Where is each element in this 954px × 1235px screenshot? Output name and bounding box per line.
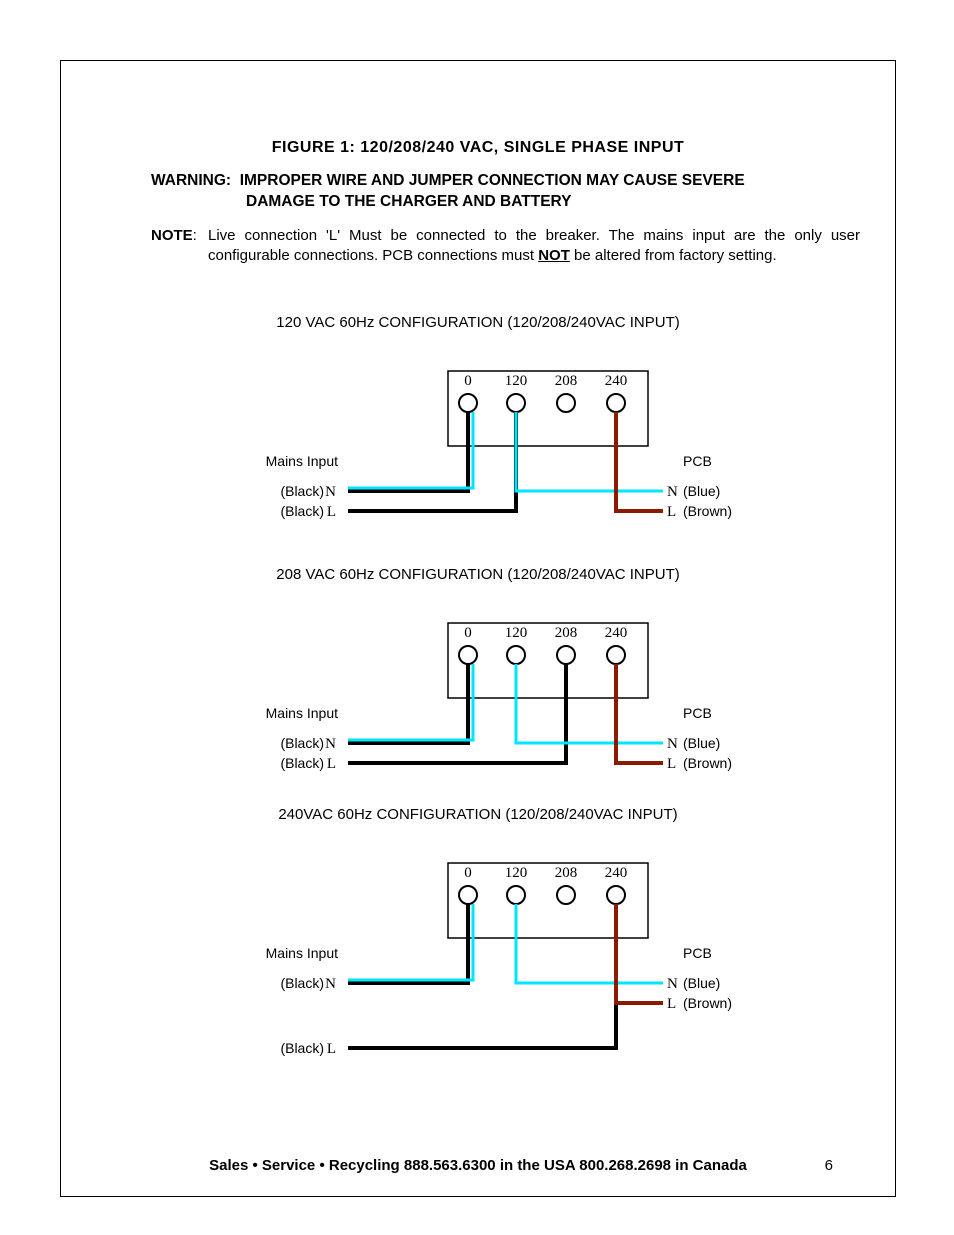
mains-n-black-label: (Black): [280, 483, 324, 499]
mains-l-black-label: (Black): [280, 503, 324, 519]
mains-input-label: Mains Input: [266, 705, 338, 721]
terminal-label-0: 0: [464, 373, 472, 389]
mains-n-letter: N: [325, 736, 336, 752]
pcb-n-letter: N: [667, 736, 678, 752]
config-title: 240VAC 60Hz CONFIGURATION (120/208/240VA…: [61, 806, 895, 823]
wire-pcb-n-blue: [516, 904, 663, 983]
pcb-n-letter: N: [667, 976, 678, 992]
terminal-circle-0: [459, 394, 477, 412]
pcb-l-brown-label: (Brown): [683, 755, 732, 771]
note-label-text: NOTE: [151, 227, 193, 244]
wire-mains-n-black: [348, 412, 468, 491]
wiring-diagram: 0 120 208 240 Mains Input (Black) N (Black)…: [61, 843, 895, 1083]
terminal-label-0: 0: [464, 625, 472, 641]
terminal-label-240: 240: [605, 625, 628, 641]
page-number: 6: [825, 1157, 833, 1174]
wire-pcb-l-brown: [616, 664, 663, 763]
wire-mains-n-black: [348, 904, 468, 983]
terminal-label-120: 120: [505, 373, 528, 389]
note-not: NOT: [538, 247, 570, 264]
mains-n-black-label: (Black): [280, 975, 324, 991]
content-area: FIGURE 1: 120/208/240 VAC, SINGLE PHASE …: [61, 61, 895, 1196]
note-colon: :: [193, 227, 197, 244]
wire-mains-n-cyan: [348, 904, 473, 980]
pcb-l-brown-label: (Brown): [683, 995, 732, 1011]
mains-l-black-label: (Black): [280, 755, 324, 771]
diagram-svg: 0 120 208 240 Mains Input (Black) N (Black)…: [218, 843, 738, 1083]
diagram-svg: 0 120 208 240 Mains Input (Black) N (Black)…: [218, 351, 738, 541]
mains-l-letter: L: [327, 756, 336, 772]
terminal-circle-240: [607, 394, 625, 412]
warning-line2: DAMAGE TO THE CHARGER AND BATTERY: [151, 192, 860, 213]
mains-n-letter: N: [325, 484, 336, 500]
footer-text: Sales • Service • Recycling 888.563.6300…: [61, 1157, 895, 1174]
note-block: NOTE: Live connection 'L' Must be connec…: [151, 226, 860, 267]
pcb-label: PCB: [683, 705, 712, 721]
diagram-svg: 0 120 208 240 Mains Input (Black) N (Black)…: [218, 603, 738, 793]
wire-pcb-n-blue: [516, 664, 663, 743]
warning-block: WARNING: IMPROPER WIRE AND JUMPER CONNEC…: [151, 171, 860, 213]
mains-l-letter: L: [327, 504, 336, 520]
terminal-circle-208: [557, 394, 575, 412]
wire-mains-n-cyan: [348, 664, 473, 740]
wire-pcb-n-blue: [516, 412, 663, 491]
terminal-circle-120: [507, 886, 525, 904]
pcb-n-blue-label: (Blue): [683, 483, 720, 499]
terminal-label-120: 120: [505, 865, 528, 881]
note-body: Live connection 'L' Must be connected to…: [208, 226, 860, 267]
terminal-label-208: 208: [555, 373, 578, 389]
wire-mains-l-black: [348, 664, 566, 763]
terminal-circle-208: [557, 886, 575, 904]
warning-line1-text: IMPROPER WIRE AND JUMPER CONNECTION MAY …: [240, 172, 745, 189]
pcb-l-letter: L: [667, 996, 676, 1012]
terminal-circle-0: [459, 886, 477, 904]
pcb-label: PCB: [683, 945, 712, 961]
pcb-n-letter: N: [667, 484, 678, 500]
wiring-diagram: 0 120 208 240 Mains Input (Black) N (Black)…: [61, 603, 895, 793]
mains-l-black-label: (Black): [280, 1040, 324, 1056]
mains-input-label: Mains Input: [266, 453, 338, 469]
pcb-l-letter: L: [667, 756, 676, 772]
pcb-l-letter: L: [667, 504, 676, 520]
note-body-b: be altered from factory setting.: [570, 247, 777, 264]
wiring-diagram: 0 120 208 240 Mains Input (Black) N (Black)…: [61, 351, 895, 541]
terminal-circle-240: [607, 646, 625, 664]
terminal-label-240: 240: [605, 865, 628, 881]
figure-title: FIGURE 1: 120/208/240 VAC, SINGLE PHASE …: [61, 139, 895, 157]
wire-pcb-l-brown: [616, 412, 663, 511]
wire-mains-n-black: [348, 664, 468, 743]
terminal-label-208: 208: [555, 865, 578, 881]
terminal-label-208: 208: [555, 625, 578, 641]
terminal-circle-240: [607, 886, 625, 904]
terminal-label-0: 0: [464, 865, 472, 881]
terminal-circle-208: [557, 646, 575, 664]
page-frame: FIGURE 1: 120/208/240 VAC, SINGLE PHASE …: [60, 60, 896, 1197]
mains-l-letter: L: [327, 1041, 336, 1057]
config-title: 208 VAC 60Hz CONFIGURATION (120/208/240V…: [61, 566, 895, 583]
pcb-label: PCB: [683, 453, 712, 469]
wire-mains-l-black: [348, 412, 516, 511]
config-title: 120 VAC 60Hz CONFIGURATION (120/208/240V…: [61, 314, 895, 331]
wire-mains-n-cyan: [348, 412, 473, 488]
page: FIGURE 1: 120/208/240 VAC, SINGLE PHASE …: [0, 0, 954, 1235]
pcb-l-brown-label: (Brown): [683, 503, 732, 519]
note-label: NOTE:: [151, 226, 208, 267]
terminal-label-240: 240: [605, 373, 628, 389]
terminal-circle-120: [507, 394, 525, 412]
terminal-circle-120: [507, 646, 525, 664]
pcb-n-blue-label: (Blue): [683, 735, 720, 751]
wire-mains-l-black: [348, 904, 616, 1048]
warning-label: WARNING: IMPROPER WIRE AND JUMPER CONNEC…: [151, 171, 745, 192]
mains-input-label: Mains Input: [266, 945, 338, 961]
wire-pcb-l-brown: [616, 904, 663, 1003]
mains-n-letter: N: [325, 976, 336, 992]
warning-line1: WARNING: IMPROPER WIRE AND JUMPER CONNEC…: [151, 171, 860, 192]
terminal-label-120: 120: [505, 625, 528, 641]
warning-label-text: WARNING:: [151, 172, 231, 189]
pcb-n-blue-label: (Blue): [683, 975, 720, 991]
terminal-circle-0: [459, 646, 477, 664]
mains-n-black-label: (Black): [280, 735, 324, 751]
